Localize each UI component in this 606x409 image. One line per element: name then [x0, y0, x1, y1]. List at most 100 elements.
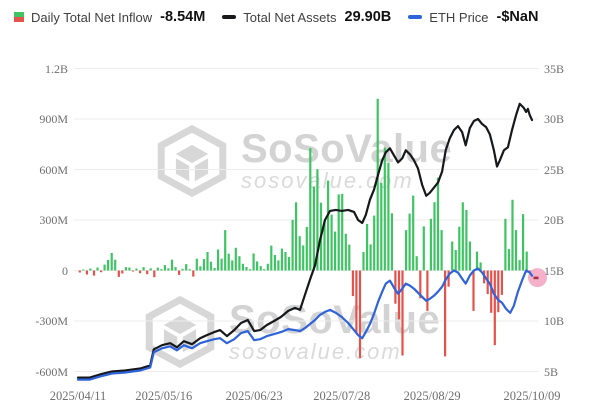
daily-inflow-bar[interactable] [277, 260, 280, 271]
daily-inflow-bar[interactable] [202, 259, 205, 271]
daily-inflow-bar[interactable] [355, 270, 358, 334]
daily-inflow-bar[interactable] [302, 245, 305, 271]
daily-inflow-bar[interactable] [224, 230, 227, 271]
daily-inflow-bar[interactable] [160, 269, 163, 271]
daily-inflow-bar[interactable] [181, 268, 184, 271]
daily-inflow-bar[interactable] [85, 270, 88, 275]
daily-inflow-bar[interactable] [238, 256, 241, 271]
daily-inflow-bar[interactable] [199, 266, 202, 271]
daily-inflow-bar[interactable] [447, 270, 450, 287]
daily-inflow-bar[interactable] [206, 252, 209, 271]
daily-inflow-bar[interactable] [401, 270, 404, 356]
daily-inflow-bar[interactable] [454, 250, 457, 271]
daily-inflow-bar[interactable] [188, 269, 191, 271]
daily-inflow-bar[interactable] [121, 270, 124, 274]
daily-inflow-bar[interactable] [295, 202, 298, 271]
daily-inflow-bar[interactable] [351, 270, 354, 297]
daily-inflow-bar[interactable] [149, 268, 152, 271]
daily-inflow-bar[interactable] [185, 264, 188, 271]
daily-inflow-bar[interactable] [394, 270, 397, 304]
daily-inflow-bar[interactable] [146, 270, 149, 275]
daily-inflow-bar[interactable] [231, 260, 234, 271]
daily-inflow-bar[interactable] [291, 219, 294, 271]
daily-inflow-bar[interactable] [266, 263, 269, 271]
daily-inflow-bar[interactable] [341, 193, 344, 271]
daily-inflow-bar[interactable] [316, 169, 319, 271]
daily-inflow-bar[interactable] [256, 261, 259, 271]
daily-inflow-bar[interactable] [334, 231, 337, 271]
daily-inflow-bar[interactable] [497, 270, 500, 313]
daily-inflow-bar[interactable] [518, 260, 521, 271]
daily-inflow-bar[interactable] [504, 218, 507, 271]
daily-inflow-bar[interactable] [408, 213, 411, 271]
daily-inflow-bar[interactable] [451, 241, 454, 271]
daily-inflow-bar[interactable] [330, 214, 333, 271]
daily-inflow-bar[interactable] [167, 268, 170, 271]
daily-inflow-bar[interactable] [96, 267, 99, 271]
daily-inflow-bar[interactable] [490, 270, 493, 313]
daily-inflow-bar[interactable] [110, 253, 113, 271]
daily-inflow-bar[interactable] [376, 98, 379, 271]
daily-inflow-bar[interactable] [287, 257, 291, 271]
daily-inflow-bar[interactable] [135, 268, 138, 271]
daily-inflow-bar[interactable] [458, 226, 461, 271]
total-net-assets-line[interactable] [76, 102, 534, 379]
daily-inflow-bar[interactable] [156, 267, 159, 271]
daily-inflow-bar[interactable] [444, 270, 447, 357]
daily-inflow-bar[interactable] [217, 249, 220, 271]
daily-inflow-bar[interactable] [241, 263, 244, 271]
daily-inflow-bar[interactable] [472, 270, 475, 311]
daily-inflow-bar[interactable] [358, 270, 362, 359]
daily-inflow-bar[interactable] [344, 233, 347, 271]
daily-inflow-bar[interactable] [270, 245, 273, 271]
daily-inflow-bar[interactable] [209, 261, 213, 271]
daily-inflow-bar[interactable] [117, 270, 120, 277]
daily-inflow-bar[interactable] [362, 252, 365, 271]
daily-inflow-bar[interactable] [131, 270, 135, 272]
daily-inflow-bar[interactable] [433, 202, 436, 271]
daily-inflow-bar[interactable] [397, 270, 401, 320]
daily-inflow-bar[interactable] [192, 270, 195, 277]
daily-inflow-bar[interactable] [153, 270, 156, 278]
daily-inflow-bar[interactable] [348, 244, 351, 271]
daily-inflow-bar[interactable] [369, 244, 372, 271]
daily-inflow-bar[interactable] [220, 258, 223, 271]
daily-inflow-bar[interactable] [366, 223, 369, 271]
daily-inflow-bar[interactable] [139, 270, 142, 274]
daily-inflow-bar[interactable] [252, 253, 255, 271]
daily-inflow-bar[interactable] [107, 259, 110, 271]
daily-inflow-bar[interactable] [92, 270, 96, 276]
daily-inflow-bar[interactable] [529, 270, 532, 272]
daily-inflow-bar[interactable] [373, 215, 376, 271]
daily-inflow-bar[interactable] [390, 213, 393, 271]
daily-inflow-bar[interactable] [479, 262, 482, 271]
daily-inflow-bar[interactable] [511, 199, 514, 271]
daily-inflow-bar[interactable] [426, 270, 429, 311]
daily-inflow-bar[interactable] [323, 220, 326, 271]
daily-inflow-bar[interactable] [170, 259, 174, 271]
daily-inflow-bar[interactable] [273, 255, 276, 271]
daily-inflow-bar[interactable] [263, 269, 266, 271]
daily-inflow-bar[interactable] [305, 226, 308, 271]
daily-inflow-bar[interactable] [234, 247, 237, 271]
legend-item-total-net-assets[interactable]: Total Net Assets 29.90B [222, 9, 391, 25]
daily-inflow-bar[interactable] [436, 177, 440, 271]
daily-inflow-bar[interactable] [419, 270, 422, 299]
daily-inflow-bar[interactable] [514, 230, 518, 271]
daily-inflow-bar[interactable] [522, 214, 525, 271]
daily-inflow-bar[interactable] [461, 202, 464, 271]
daily-inflow-bar[interactable] [507, 249, 510, 271]
legend-item-eth-price[interactable]: ETH Price -$NaN [408, 9, 538, 25]
daily-inflow-bar[interactable] [280, 248, 283, 271]
daily-inflow-bar[interactable] [380, 183, 383, 271]
daily-inflow-bar[interactable] [415, 256, 418, 271]
daily-inflow-bar[interactable] [337, 194, 340, 271]
daily-inflow-bar[interactable] [103, 264, 106, 271]
daily-inflow-bar[interactable] [259, 266, 262, 271]
daily-inflow-bar[interactable] [284, 252, 287, 271]
daily-inflow-bar[interactable] [429, 218, 432, 271]
daily-inflow-bar[interactable] [178, 270, 181, 275]
daily-inflow-bar[interactable] [298, 236, 301, 271]
daily-inflow-bar[interactable] [383, 147, 386, 271]
legend-item-daily-net-inflow[interactable]: Daily Total Net Inflow -8.54M [14, 9, 205, 25]
